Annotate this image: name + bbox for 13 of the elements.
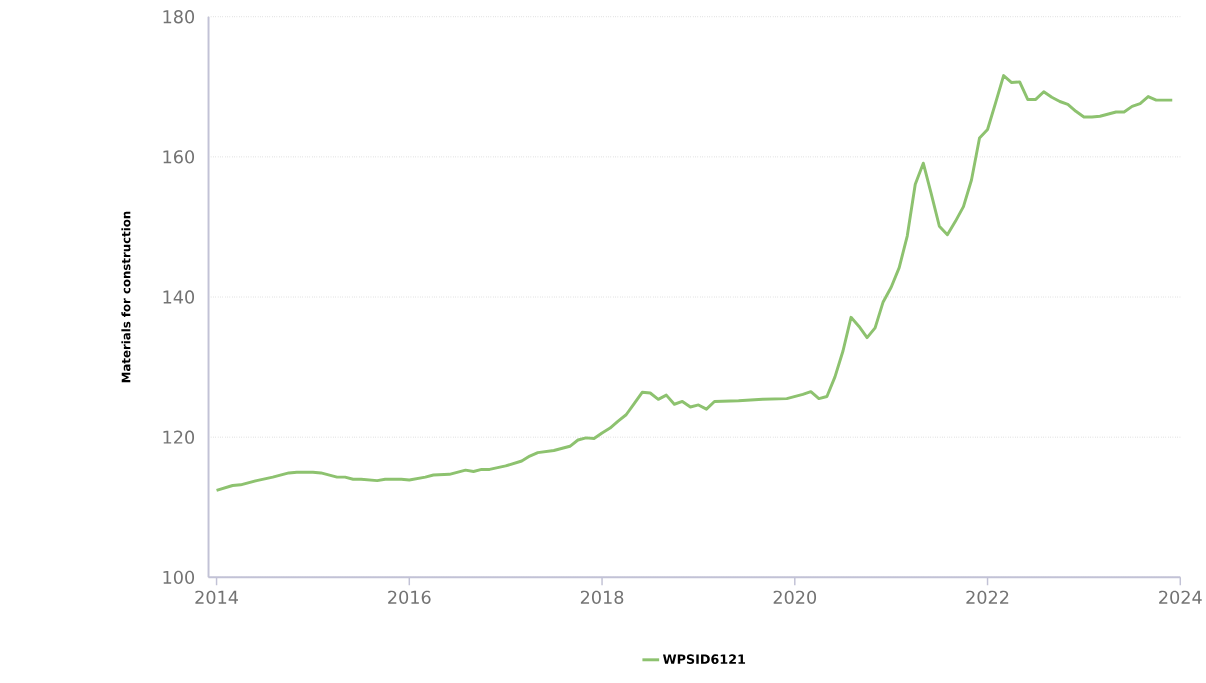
x-tick-label: 2022 xyxy=(966,590,1009,605)
x-tick-label: 2024 xyxy=(1159,590,1202,605)
x-tick-label: 2014 xyxy=(195,590,238,605)
y-tick-label: 160 xyxy=(163,150,195,164)
y-axis-title: Materials for construction xyxy=(121,211,131,383)
x-tick-label: 2016 xyxy=(388,590,431,605)
legend-label: WPSID6121 xyxy=(662,654,746,665)
y-tick-label: 140 xyxy=(163,290,195,304)
x-tick-label: 2020 xyxy=(773,590,817,605)
y-tick-label: 100 xyxy=(163,570,195,585)
y-tick-label: 180 xyxy=(163,10,195,24)
x-tick-label: 2018 xyxy=(580,590,624,605)
y-tick-label: 120 xyxy=(163,430,195,445)
